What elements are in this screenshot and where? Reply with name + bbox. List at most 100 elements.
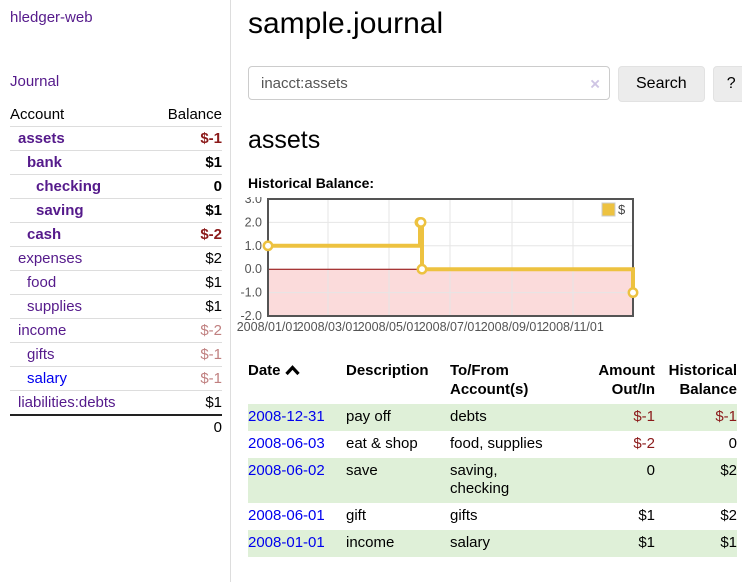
data-point-marker [627,287,639,299]
transaction-date-link[interactable]: 2008-06-03 [248,435,325,452]
sidebar-account-food[interactable]: food [27,274,57,291]
account-balance: $1 [150,390,222,415]
sidebar-account-assets[interactable]: assets [18,130,65,147]
account-row: income $-2 [10,318,222,343]
account-row: supplies $1 [10,294,222,319]
sidebar-account-salary[interactable]: salary [27,370,68,387]
accounts-header-account: Account [10,103,151,127]
data-point-marker [416,263,428,275]
transaction-date-link[interactable]: 2008-12-31 [248,408,325,425]
register-row: 2008-06-02 save saving, checking 0 $2 [248,458,737,503]
sidebar-account-liabilities-debts[interactable]: liabilities:debts [18,394,116,411]
sidebar: hledger-web Journal Account Balance asse… [0,0,231,582]
transaction-balance: $2 [720,507,737,524]
sidebar-account-cash[interactable]: cash [27,226,62,243]
account-row: food $1 [10,270,222,295]
register-table: Date Description To/From Account(s) Amou… [248,357,737,557]
transaction-date-link[interactable]: 2008-06-02 [248,462,325,479]
y-axis-tick-label: 0.0 [245,262,262,276]
search-button[interactable]: Search [618,66,705,102]
transaction-description: eat & shop [346,435,418,452]
sidebar-account-gifts[interactable]: gifts [27,346,55,363]
account-row: expenses $2 [10,246,222,271]
sidebar-account-saving[interactable]: saving [36,202,84,219]
y-axis-tick-label: -2.0 [240,309,262,323]
transaction-description: income [346,534,395,551]
account-row: cash $-2 [10,222,222,247]
legend-label: $ [618,202,626,217]
account-balance: $1 [150,198,222,223]
account-balance: $-2 [150,222,222,247]
account-balance: $1 [150,294,222,319]
account-balance: $-1 [150,126,222,151]
transaction-balance: $2 [720,462,737,479]
account-row: liabilities:debts $1 [10,390,222,415]
date-header-label: Date [248,362,281,379]
transaction-balance: $1 [720,534,737,551]
register-header-date[interactable]: Date [248,357,346,404]
legend-swatch [601,202,616,217]
historical-balance-chart[interactable]: 3.0 2.0 1.0 0.0 -1.0 -2.02008/01/012008/03/01… [228,197,640,347]
register-row: 2008-01-01 income salary $1 $1 [248,530,737,557]
transaction-date-link[interactable]: 2008-06-01 [248,507,325,524]
sidebar-account-checking[interactable]: checking [36,178,102,195]
accounts-total-row: 0 [10,414,222,439]
sidebar-account-income[interactable]: income [18,322,67,339]
transaction-date-link[interactable]: 2008-01-01 [248,534,325,551]
sort-ascending-icon [284,365,300,376]
accounts-table-header-row: Account Balance [10,103,222,127]
clear-search-icon[interactable]: × [590,74,600,94]
app-title-link[interactable]: hledger-web [10,9,93,26]
register-row: 2008-06-03 eat & shop food, supplies $-2 0 [248,431,737,458]
accounts-total-value: 0 [150,414,222,439]
register-header-row: Date Description To/From Account(s) Amou… [248,357,737,404]
transaction-amount: $-1 [633,408,655,425]
help-button[interactable]: ? [712,66,742,102]
account-row: saving $1 [10,198,222,223]
transaction-accounts: salary [450,534,491,551]
data-point-marker [262,240,274,252]
transaction-description: pay off [346,408,391,425]
sidebar-item-journal[interactable]: Journal [10,73,60,90]
transaction-accounts: gifts [450,507,478,524]
account-balance: $1 [150,150,222,175]
account-row: checking 0 [10,174,222,199]
transaction-amount: $-2 [633,435,655,452]
chart-title: Historical Balance: [248,175,375,191]
y-axis-tick-label: 2.0 [245,215,262,229]
account-balance: $1 [150,270,222,295]
sidebar-account-expenses[interactable]: expenses [18,250,83,267]
y-axis-tick-label: 1.0 [245,239,262,253]
account-balance: 0 [150,174,222,199]
account-balance: $-1 [150,366,222,391]
x-axis-tick-label: 2008/05/01 [358,320,421,334]
register-header-description: Description [346,362,429,379]
account-balance: $-1 [150,342,222,367]
account-heading: assets [248,126,321,154]
chart-container: 3.0 2.0 1.0 0.0 -1.0 -2.0 2008/01/01 2008/03/01… [228,197,742,347]
page-title: sample.journal [248,7,444,40]
register-header-accounts: To/From Account(s) [450,362,529,398]
accounts-table: Account Balance assets $-1 bank $1 checking 0… [10,103,222,439]
transaction-amount: 0 [646,462,655,479]
register-header-balance: Historical Balance [668,362,737,398]
sidebar-account-supplies[interactable]: supplies [27,298,83,315]
x-axis-tick-label: 2008/01/01 [237,320,300,334]
sidebar-account-bank[interactable]: bank [27,154,63,171]
accounts-header-balance: Balance [150,103,222,127]
register-row: 2008-06-01 gift gifts $1 $2 [248,503,737,530]
transaction-amount: $1 [638,507,655,524]
y-axis-tick-label: -1.0 [240,286,262,300]
register-header-amount: Amount Out/In [598,362,655,398]
account-row: gifts $-1 [10,342,222,367]
data-point-marker [415,216,427,228]
register-row: 2008-12-31 pay off debts $-1 $-1 [248,404,737,431]
transaction-balance: 0 [728,435,737,452]
transaction-accounts: food, supplies [450,435,543,452]
x-axis-tick-label: 2008/03/01 [297,320,360,334]
search-input[interactable] [248,66,610,100]
search-form: × Search ? [248,66,742,102]
account-balance: $2 [150,246,222,271]
x-axis-tick-label: 2008/09/01 [481,320,544,334]
